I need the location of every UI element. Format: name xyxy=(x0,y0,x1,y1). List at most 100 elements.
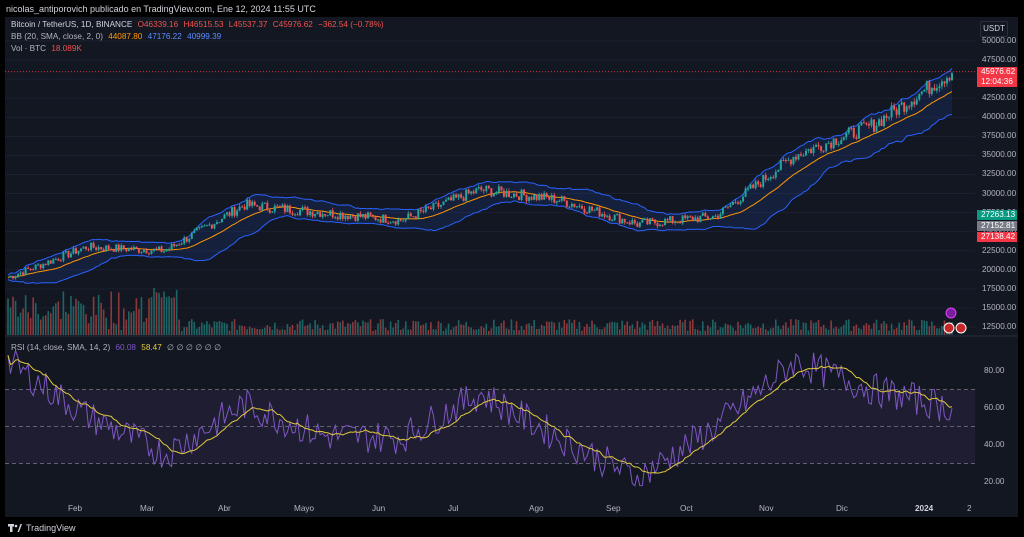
volume-bar xyxy=(294,330,296,335)
candle-body xyxy=(366,212,369,219)
candle-body xyxy=(596,207,599,211)
candle-body xyxy=(575,206,578,208)
candle-body xyxy=(492,192,495,197)
volume-bar xyxy=(623,324,626,335)
candle-body xyxy=(510,197,513,199)
lightning-event-icon xyxy=(945,307,957,319)
volume-bar xyxy=(893,329,895,335)
volume-bar xyxy=(369,319,372,335)
volume-bar xyxy=(767,330,770,335)
volume-bar xyxy=(397,319,399,335)
candle-body xyxy=(601,214,604,217)
candle-body xyxy=(54,258,57,260)
volume-bar xyxy=(508,329,510,335)
candle-body xyxy=(341,213,344,219)
volume-bar xyxy=(102,309,105,335)
candle-body xyxy=(241,206,244,208)
volume-bar xyxy=(77,301,80,335)
candle-body xyxy=(115,244,118,252)
brand-watermark[interactable]: TradingView xyxy=(8,523,76,533)
volume-bar xyxy=(520,325,523,335)
candle-body xyxy=(251,201,254,206)
candle-body xyxy=(714,215,717,217)
symbol-legend[interactable]: Bitcoin / TetherUS, 1D, BINANCE O46339.1… xyxy=(11,20,387,29)
price-tick-label: 32500.00 xyxy=(982,169,1017,179)
volume-bar xyxy=(107,328,110,335)
volume-bar xyxy=(727,324,729,335)
candle-body xyxy=(573,203,576,208)
bb-legend[interactable]: BB (20, SMA, close, 2, 0) 44087.80 47176… xyxy=(11,32,224,41)
rsi-legend[interactable]: RSI (14, close, SMA, 14, 2) 60.08 58.47 … xyxy=(11,342,224,352)
volume-bar xyxy=(135,298,138,335)
volume-bar xyxy=(409,329,412,335)
volume-bar xyxy=(404,321,407,335)
candle-body xyxy=(568,206,571,208)
candle-body xyxy=(520,189,523,201)
candle-body xyxy=(880,119,883,126)
candle-body xyxy=(233,207,236,216)
volume-bar xyxy=(14,300,17,335)
volume-bar xyxy=(22,308,24,335)
volume-bar xyxy=(279,330,281,335)
volume-bar xyxy=(747,322,749,335)
volume-bar xyxy=(878,329,880,335)
chart-pane[interactable] xyxy=(5,17,1018,517)
candle-body xyxy=(845,132,848,138)
published-caption: nicolas_antiporovich publicado en Tradin… xyxy=(6,4,316,14)
volume-bar xyxy=(236,329,238,335)
volume-bar xyxy=(39,319,42,335)
volume-bar xyxy=(480,326,483,335)
volume-bar xyxy=(399,329,402,335)
volume-bar xyxy=(734,330,737,335)
volume-bar xyxy=(545,321,548,335)
rsi-ma-line xyxy=(7,355,953,474)
volume-bar xyxy=(228,330,231,335)
candle-body xyxy=(731,202,734,205)
candle-body xyxy=(852,128,855,138)
candle-body xyxy=(437,202,440,207)
candle-body xyxy=(951,73,953,81)
candle-body xyxy=(553,195,556,203)
candle-body xyxy=(316,212,319,215)
volume-bar xyxy=(62,291,65,335)
candle-body xyxy=(432,202,435,210)
volume-bar xyxy=(868,324,870,335)
candle-body xyxy=(125,248,128,252)
candle-body xyxy=(127,248,130,252)
volume-bar xyxy=(382,319,384,335)
volume-bar xyxy=(130,312,133,335)
candle-body xyxy=(658,224,661,227)
volume-bar xyxy=(898,322,900,335)
candle-body xyxy=(900,102,903,105)
bb-basis-tag: 27152.81 xyxy=(977,221,1017,231)
volume-bar xyxy=(518,330,520,335)
candle-body xyxy=(948,78,951,81)
candle-body xyxy=(467,189,470,194)
bb-label: BB (20, SMA, close, 2, 0) xyxy=(11,32,103,41)
volume-bar xyxy=(472,329,475,335)
currency-unit-button[interactable]: USDT xyxy=(980,21,1008,37)
volume-bar xyxy=(188,321,191,335)
volume-bar xyxy=(926,321,928,335)
candle-body xyxy=(314,214,317,217)
candle-body xyxy=(100,247,103,250)
volume-bar xyxy=(550,321,553,335)
candle-body xyxy=(384,214,387,223)
candle-body xyxy=(180,243,183,245)
volume-bar xyxy=(578,321,581,335)
candle-body xyxy=(545,193,548,198)
candle-body xyxy=(364,214,367,219)
candle-body xyxy=(231,207,234,216)
symbol-title: Bitcoin / TetherUS, 1D, BINANCE xyxy=(11,20,133,29)
candle-body xyxy=(709,218,712,220)
candle-body xyxy=(898,104,901,115)
candle-body xyxy=(87,249,90,251)
volume-bar xyxy=(319,328,321,335)
candle-body xyxy=(628,222,631,225)
volume-bar xyxy=(470,327,472,335)
volume-legend[interactable]: Vol · BTC 18.089K xyxy=(11,44,85,53)
volume-bar xyxy=(694,328,697,335)
volume-bar xyxy=(128,311,130,335)
